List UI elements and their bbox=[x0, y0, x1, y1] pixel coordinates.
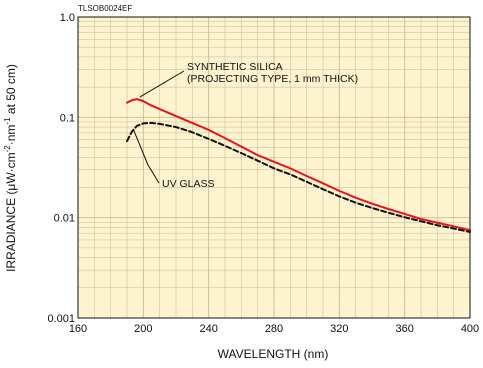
uv-glass-leader bbox=[133, 129, 160, 184]
y-tick-label: 0.01 bbox=[54, 213, 75, 225]
x-tick-label: 160 bbox=[69, 323, 87, 335]
x-tick-label: 320 bbox=[330, 323, 348, 335]
x-tick-label: 240 bbox=[199, 323, 217, 335]
y-tick-label: 0.1 bbox=[60, 112, 75, 124]
tick-labels: 160 200 240 280 320 360 400 0.001 0.01 0.1 1.0 bbox=[47, 12, 479, 335]
y-tick-label: 1.0 bbox=[60, 12, 75, 24]
document-code: TLSOB0024EF bbox=[78, 4, 132, 13]
synthetic-silica-label: SYNTHETIC SILICA (PROJECTING TYPE, 1 mm T… bbox=[187, 61, 358, 85]
x-tick-label: 280 bbox=[265, 323, 283, 335]
uv-glass-label-line: UV GLASS bbox=[162, 178, 215, 190]
x-tick-label: 200 bbox=[134, 323, 152, 335]
synthetic-silica-line bbox=[126, 98, 471, 232]
x-tick-label: 360 bbox=[395, 323, 413, 335]
series-layer bbox=[126, 98, 471, 233]
uv-glass-line bbox=[126, 121, 471, 233]
y-label-superscript: -2 bbox=[3, 145, 12, 153]
synthetic-silica-label-line: (PROJECTING TYPE, 1 mm THICK) bbox=[187, 73, 358, 85]
synthetic-silica-label-line: SYNTHETIC SILICA bbox=[187, 61, 283, 73]
x-axis-label: WAVELENGTH (nm) bbox=[218, 347, 329, 361]
x-tick-label: 400 bbox=[461, 323, 479, 335]
y-tick-label: 0.001 bbox=[47, 313, 75, 325]
uv-glass-label: UV GLASS bbox=[162, 178, 215, 190]
y-label-part: IRRADIANCE (μW·cm bbox=[4, 152, 18, 272]
series-annotations: SYNTHETIC SILICA (PROJECTING TYPE, 1 mm T… bbox=[133, 61, 358, 190]
y-axis-label: IRRADIANCE (μW·cm-2·nm-1 at 50 cm) bbox=[3, 64, 18, 272]
synthetic-silica-leader bbox=[139, 70, 185, 98]
plot-frame bbox=[77, 16, 471, 319]
y-label-superscript: -1 bbox=[3, 117, 12, 125]
y-label-part: ·nm bbox=[4, 125, 18, 146]
y-label-part: at 50 cm) bbox=[4, 64, 18, 117]
